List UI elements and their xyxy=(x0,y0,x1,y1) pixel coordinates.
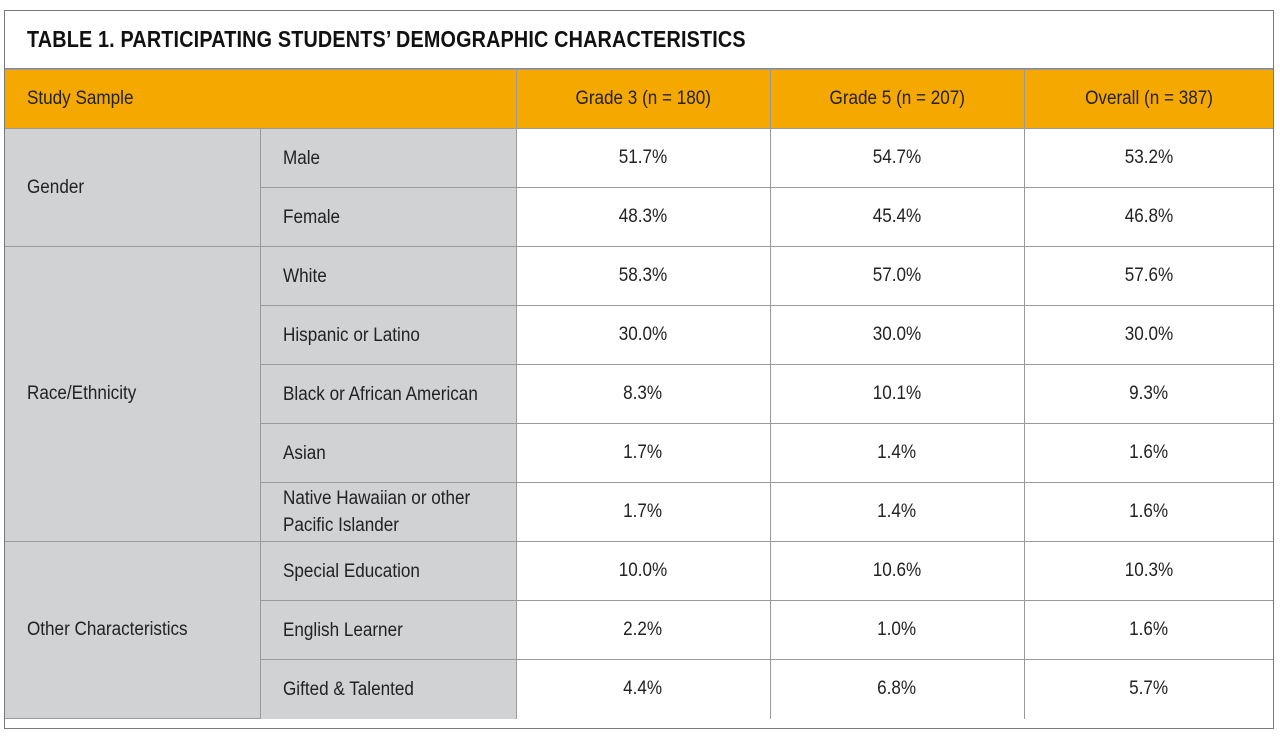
cell-grade-3: 58.3% xyxy=(515,246,771,306)
cell-grade-5: 57.0% xyxy=(769,246,1025,306)
row-label: White xyxy=(259,246,517,306)
cell-grade-5: 30.0% xyxy=(769,305,1025,365)
demographics-table-card: TABLE 1. PARTICIPATING STUDENTS’ DEMOGRA… xyxy=(4,10,1274,729)
table-row: Hispanic or Latino 30.0% 30.0% 30.0% xyxy=(5,305,1274,365)
row-label: Male xyxy=(259,128,517,188)
cell-overall: 57.6% xyxy=(1023,246,1274,306)
group-label-gender: Gender xyxy=(5,128,261,247)
cell-overall: 1.6% xyxy=(1023,423,1274,483)
table-row: Gifted & Talented 4.4% 6.8% 5.7% xyxy=(5,659,1274,719)
cell-overall: 1.6% xyxy=(1023,482,1274,542)
table-title-bar: TABLE 1. PARTICIPATING STUDENTS’ DEMOGRA… xyxy=(5,11,1273,69)
cell-overall: 53.2% xyxy=(1023,128,1274,188)
row-label: English Learner xyxy=(260,600,517,660)
cell-overall: 1.6% xyxy=(1023,600,1274,660)
cell-grade-3: 2.2% xyxy=(515,600,771,660)
row-label: Black or African American xyxy=(260,364,517,424)
cell-grade-5: 1.4% xyxy=(769,482,1025,542)
header-overall: Overall (n = 387) xyxy=(1023,69,1274,129)
cell-overall: 10.3% xyxy=(1023,541,1274,601)
group-label-race-ethnicity: Race/Ethnicity xyxy=(5,246,261,542)
cell-grade-3: 1.7% xyxy=(515,482,771,542)
table-row: Other Characteristics Special Education … xyxy=(5,541,1274,719)
row-label: Gifted & Talented xyxy=(260,659,517,719)
cell-grade-5: 10.1% xyxy=(769,364,1025,424)
cell-overall: 30.0% xyxy=(1023,305,1274,365)
table-row: Native Hawaiian or other Pacific Islande… xyxy=(5,482,1274,542)
table-row: English Learner 2.2% 1.0% 1.6% xyxy=(5,600,1274,660)
row-label: Native Hawaiian or other Pacific Islande… xyxy=(260,482,517,542)
cell-overall: 46.8% xyxy=(1023,187,1274,247)
table-row: Asian 1.7% 1.4% 1.6% xyxy=(5,423,1274,483)
row-label: Hispanic or Latino xyxy=(260,305,517,365)
header-grade-3: Grade 3 (n = 180) xyxy=(515,69,771,129)
cell-grade-3: 10.0% xyxy=(515,541,771,601)
table-row: Gender Male 51.7% 54.7% 53.2% xyxy=(5,128,1274,247)
cell-grade-5: 1.4% xyxy=(769,423,1025,483)
header-row: Study Sample Grade 3 (n = 180) Grade 5 (… xyxy=(5,69,1274,129)
cell-overall: 9.3% xyxy=(1023,364,1274,424)
cell-grade-5: 45.4% xyxy=(769,187,1025,247)
cell-grade-3: 48.3% xyxy=(515,187,771,247)
cell-grade-3: 51.7% xyxy=(515,128,771,188)
header-grade-5: Grade 5 (n = 207) xyxy=(769,69,1025,129)
header-study-sample: Study Sample xyxy=(5,69,517,129)
cell-overall: 5.7% xyxy=(1023,659,1274,719)
table-row: Race/Ethnicity White 58.3% 57.0% 57.6% xyxy=(5,246,1274,542)
row-label: Special Education xyxy=(259,541,517,601)
group-label-other-characteristics: Other Characteristics xyxy=(5,541,261,719)
cell-grade-5: 10.6% xyxy=(769,541,1025,601)
row-label: Female xyxy=(260,187,517,247)
cell-grade-5: 6.8% xyxy=(769,659,1025,719)
table-title: TABLE 1. PARTICIPATING STUDENTS’ DEMOGRA… xyxy=(27,26,746,52)
cell-grade-3: 8.3% xyxy=(515,364,771,424)
demographics-table: Study Sample Grade 3 (n = 180) Grade 5 (… xyxy=(5,69,1274,719)
cell-grade-3: 30.0% xyxy=(515,305,771,365)
row-label: Asian xyxy=(260,423,517,483)
cell-grade-3: 1.7% xyxy=(515,423,771,483)
cell-grade-5: 54.7% xyxy=(769,128,1025,188)
cell-grade-5: 1.0% xyxy=(769,600,1025,660)
cell-grade-3: 4.4% xyxy=(515,659,771,719)
